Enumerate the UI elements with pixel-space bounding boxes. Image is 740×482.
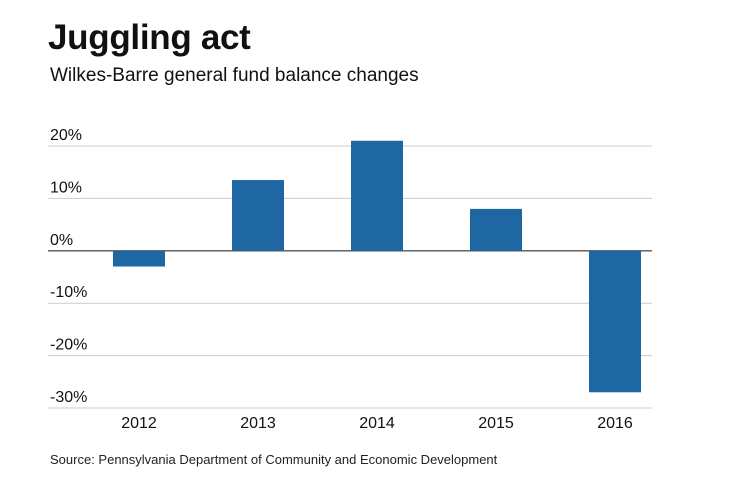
y-tick-label: 10%: [50, 179, 82, 196]
bar-2014: [351, 140, 403, 251]
x-tick-label: 2016: [597, 415, 633, 432]
source-note: Source: Pennsylvania Department of Commu…: [50, 452, 498, 467]
bar-2016: [589, 250, 641, 393]
bar-2015: [470, 208, 522, 251]
x-tick-label: 2014: [359, 415, 395, 432]
x-axis-tick-labels: 2012 2013 2014 2015 2016: [121, 415, 633, 432]
bar-2012: [113, 250, 165, 267]
chart-title: Juggling act: [48, 18, 251, 57]
y-tick-label: -10%: [50, 284, 87, 301]
bar-chart: 20%10%0%-10%-20%-30% 2012 2013 2014 2015 201…: [48, 127, 652, 432]
chart-subtitle: Wilkes-Barre general fund balance change…: [50, 65, 419, 86]
x-tick-label: 2015: [478, 415, 514, 432]
bars: [113, 140, 641, 393]
x-tick-label: 2012: [121, 415, 157, 432]
bar-2013: [232, 180, 284, 251]
y-tick-label: -30%: [50, 389, 87, 406]
y-tick-label: 0%: [50, 232, 73, 249]
x-tick-label: 2013: [240, 415, 276, 432]
y-tick-label: -20%: [50, 337, 87, 354]
gridlines: [48, 145, 652, 409]
y-axis-tick-labels: 20% 10% 0% -10% -20% -30%: [50, 127, 87, 406]
y-tick-label: 20%: [50, 127, 82, 144]
